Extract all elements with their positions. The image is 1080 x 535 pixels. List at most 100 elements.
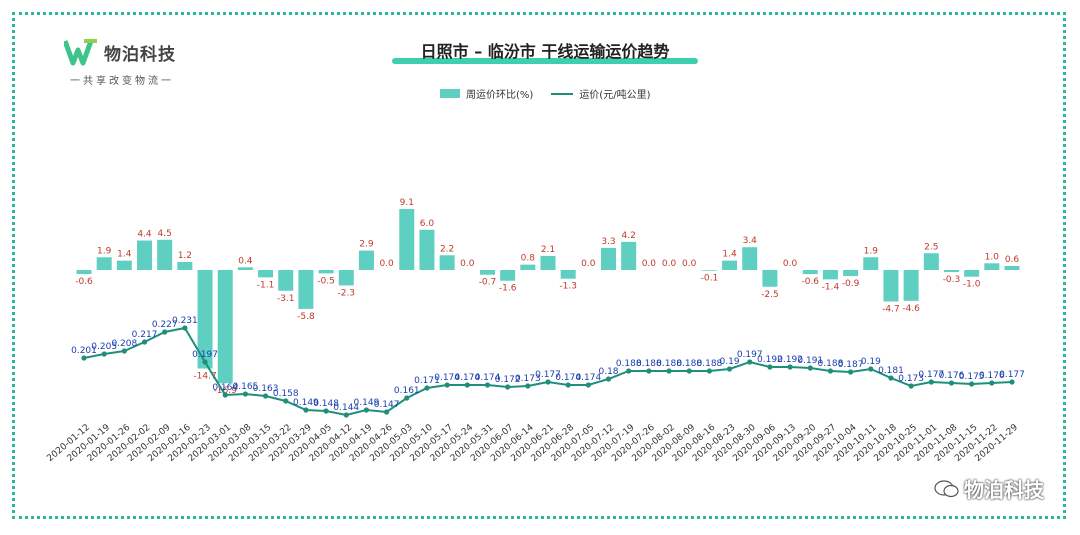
- price-point: [384, 409, 390, 415]
- bar-mark: [76, 270, 92, 275]
- price-point: [807, 365, 813, 371]
- price-point: [505, 384, 511, 390]
- bar-data-label: 1.9: [97, 246, 112, 256]
- price-data-label: 0.192: [757, 355, 783, 365]
- legend-bar-label: 周运价环比(%): [466, 90, 534, 101]
- price-point: [767, 364, 773, 370]
- price-point: [242, 391, 248, 397]
- price-point: [464, 382, 470, 388]
- bar-data-label: 2.5: [924, 242, 938, 252]
- price-data-label: 0.188: [656, 359, 682, 369]
- price-point: [101, 351, 107, 357]
- price-point: [484, 382, 491, 388]
- legend-item-line: 运价(元/吨公里): [551, 86, 650, 101]
- price-point: [182, 325, 188, 331]
- price-point: [545, 379, 551, 385]
- bar-data-label: -4.7: [882, 304, 900, 314]
- bar-data-label: 6.0: [420, 219, 435, 229]
- bar-mark: [399, 209, 415, 270]
- price-point: [444, 382, 450, 388]
- price-point: [202, 359, 208, 365]
- bar-mark: [298, 270, 314, 309]
- price-data-label: 0.174: [434, 373, 460, 383]
- dotted-frame: [12, 12, 1066, 519]
- bar-mark: [439, 255, 455, 270]
- price-point: [908, 383, 914, 389]
- price-data-label: 0.187: [838, 360, 864, 370]
- price-point: [565, 382, 571, 388]
- bar-mark: [278, 270, 294, 291]
- bar-data-label: -0.1: [701, 274, 719, 284]
- watermark: 物泊科技: [934, 474, 1044, 503]
- title-underline: [392, 58, 698, 64]
- bar-mark: [318, 270, 334, 274]
- bar-data-label: 1.9: [864, 246, 879, 256]
- bar-mark: [237, 267, 253, 270]
- price-point: [303, 407, 309, 413]
- bar-mark: [560, 270, 576, 279]
- price-point: [262, 393, 269, 399]
- price-point: [706, 368, 712, 374]
- price-data-label: 0.164: [212, 383, 238, 393]
- price-data-label: 0.174: [475, 373, 501, 383]
- bar-data-label: -14.7: [193, 371, 216, 381]
- bar-mark: [762, 270, 778, 287]
- price-point: [343, 412, 349, 418]
- bar-mark: [157, 239, 173, 270]
- price-data-label: 0.191: [797, 356, 823, 366]
- bar-mark: [742, 247, 758, 270]
- bar-data-label: -1.3: [559, 282, 577, 292]
- bar-data-label: -1.1: [257, 280, 275, 290]
- price-point: [222, 392, 228, 398]
- bar-mark: [540, 255, 556, 270]
- price-data-label: 0.174: [454, 373, 480, 383]
- price-point: [686, 368, 692, 374]
- bar-data-label: -16.9: [214, 386, 238, 396]
- bar-mark: [116, 260, 132, 270]
- bar-mark: [802, 270, 818, 275]
- bar-mark: [258, 270, 274, 278]
- legend-line-swatch: [551, 92, 574, 95]
- bar-mark: [964, 270, 980, 277]
- price-data-label: 0.148: [313, 399, 339, 409]
- company-logo: 物泊科技 一共享改变物流一: [60, 36, 200, 88]
- logo-w-icon: [64, 39, 97, 66]
- bar-mark: [601, 247, 617, 270]
- price-point: [605, 376, 612, 382]
- price-data-label: 0.147: [374, 400, 400, 410]
- price-data-label: 0.201: [71, 346, 97, 356]
- price-point: [969, 381, 975, 387]
- price-data-label: 0.161: [394, 386, 420, 396]
- price-data-label: 0.172: [495, 375, 521, 385]
- price-data-label: 0.174: [575, 373, 601, 383]
- bar-mark: [701, 270, 717, 271]
- bar-data-label: 2.9: [359, 240, 374, 250]
- chart-legend: 周运价环比(%) 运价(元/吨公里): [440, 86, 650, 101]
- bar-data-label: 1.0: [985, 252, 1000, 262]
- bar-data-label: -2.3: [337, 288, 355, 298]
- bar-data-label: 0.0: [460, 259, 475, 269]
- bar-data-label: -0.3: [943, 275, 961, 285]
- price-point: [848, 369, 854, 375]
- bar-data-label: -5.8: [297, 312, 315, 322]
- price-data-label: 0.188: [676, 359, 702, 369]
- logo-slogan: 一共享改变物流一: [70, 76, 174, 87]
- bar-data-label: 3.4: [743, 236, 758, 246]
- bar-data-label: -1.0: [963, 280, 981, 290]
- bar-data-label: 4.5: [158, 229, 172, 239]
- bar-data-label: 0.0: [783, 259, 798, 269]
- price-data-label: 0.177: [535, 370, 561, 380]
- bar-mark: [177, 261, 193, 270]
- bar-mark: [96, 257, 112, 270]
- price-data-label: 0.165: [233, 382, 259, 392]
- bar-mark: [1004, 265, 1020, 270]
- price-data-label: 0.205: [91, 342, 117, 352]
- price-data-label: 0.171: [414, 376, 440, 386]
- bar-data-label: -0.5: [317, 276, 335, 286]
- bar-mark: [217, 270, 233, 384]
- price-point: [868, 366, 874, 372]
- bar-data-label: 2.2: [440, 244, 454, 254]
- price-point: [787, 364, 793, 370]
- price-point: [404, 395, 410, 401]
